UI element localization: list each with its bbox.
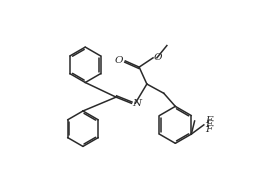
Text: O: O [115, 56, 123, 65]
Text: F: F [205, 120, 212, 129]
Text: N: N [132, 99, 141, 108]
Text: O: O [154, 53, 162, 62]
Text: F: F [205, 125, 212, 134]
Text: F: F [205, 116, 212, 125]
